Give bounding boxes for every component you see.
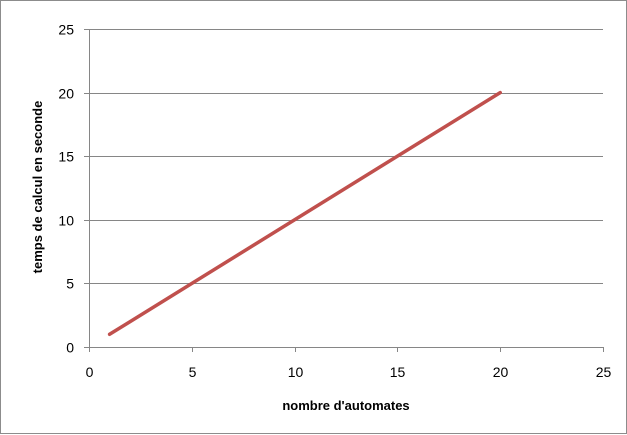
series-layer xyxy=(107,90,502,337)
gridlines xyxy=(89,29,603,284)
y-tick-label-0: 0 xyxy=(66,340,74,356)
x-tick-label-25: 25 xyxy=(596,364,612,380)
series-line-0 xyxy=(107,90,502,337)
x-axis-title: nombre d'automates xyxy=(282,398,409,413)
x-tick-label-15: 15 xyxy=(390,364,406,380)
y-axis-title: temps de calcul en seconde xyxy=(30,101,45,274)
y-tick-label-15: 15 xyxy=(58,149,74,165)
x-tick-label-20: 20 xyxy=(493,364,509,380)
y-tick-label-5: 5 xyxy=(66,276,74,292)
x-tick-label-5: 5 xyxy=(189,364,197,380)
y-tick-label-20: 20 xyxy=(58,86,74,102)
y-tick-label-10: 10 xyxy=(58,213,74,229)
x-tick-label-0: 0 xyxy=(86,364,94,380)
axes xyxy=(84,29,604,352)
x-tick-label-10: 10 xyxy=(288,364,304,380)
y-tick-label-25: 25 xyxy=(58,22,74,38)
tick-labels: 0 5 10 15 20 25 0 5 10 15 20 25 xyxy=(58,22,611,381)
